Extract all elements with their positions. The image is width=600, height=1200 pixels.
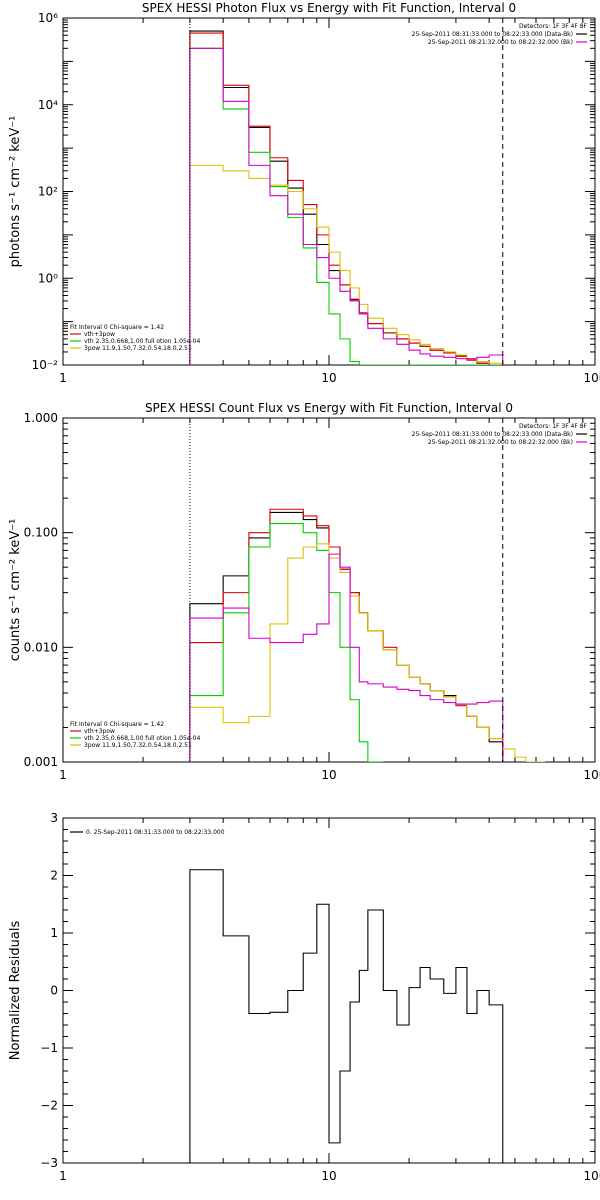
legend-top: 0. 25-Sep-2011 08:31:33.000 to 08:22:33.… <box>70 829 225 836</box>
series-group <box>189 869 504 1163</box>
y-tick-label: 2 <box>50 869 58 883</box>
y-axis-label: counts s⁻¹ cm⁻² keV⁻¹ <box>8 519 23 662</box>
chart-3: Normalized Residuals 1 10 100 −3 −2 −1 0 1 2 3 0. 2… <box>8 811 600 1183</box>
series-vth-3pow <box>189 32 503 365</box>
y-tick-label: −2 <box>40 1099 58 1113</box>
legend-entry: vth 2.35,0.668,1.00 full otion 1.05e-04 <box>84 338 200 345</box>
x-tick-label: 1 <box>59 1169 67 1183</box>
x-tick-label: 10 <box>321 371 336 385</box>
y-tick-label: 3 <box>50 811 58 825</box>
legend-entry: 25-Sep-2011 08:31:33.000 to 08:22:33.000… <box>412 31 573 38</box>
legend-bottom: Fit Interval 0 Chi-square = 1.42vth+3pow… <box>70 721 200 749</box>
y-tick-label: 0.001 <box>24 755 58 769</box>
chart-title: SPEX HESSI Photon Flux vs Energy with Fi… <box>142 1 516 15</box>
series-residuals <box>189 869 504 1163</box>
chart-2: SPEX HESSI Count Flux vs Energy with Fit… <box>8 401 600 782</box>
series-vth <box>189 523 384 762</box>
legend-header: Fit Interval 0 Chi-square = 1.42 <box>70 721 164 728</box>
y-tick-label: 0 <box>50 984 58 998</box>
y-tick-label: 10² <box>38 185 58 199</box>
y-tick-label: 10⁻² <box>32 358 59 372</box>
x-tick-label: 1 <box>59 768 67 782</box>
series-data-bk <box>189 511 504 762</box>
series-3pow <box>189 164 504 365</box>
legend-entry: 3pow 11.9,1.50,7.32,0.54,18.0,2.51 <box>84 345 192 352</box>
x-tick-label: 100 <box>584 371 600 385</box>
chart-title: SPEX HESSI Count Flux vs Energy with Fit… <box>145 401 513 415</box>
legend-entry: vth+3pow <box>84 728 115 735</box>
series-3pow <box>189 543 546 762</box>
chart-1: SPEX HESSI Photon Flux vs Energy with Fi… <box>8 1 600 385</box>
x-tick-label: 100 <box>584 1169 600 1183</box>
y-tick-label: −3 <box>40 1156 58 1170</box>
legend-bottom: Fit Interval 0 Chi-square = 1.42vth+3pow… <box>70 324 200 352</box>
x-tick-label: 1 <box>59 371 67 385</box>
legend-entry: 25-Sep-2011 08:21:32.000 to 08:22:32.000… <box>428 439 573 446</box>
legend-entry: 3pow 11.9,1.50,7.32,0.54,18.0,2.51 <box>84 742 192 749</box>
y-tick-label: 0.010 <box>24 640 58 654</box>
series-vth <box>189 47 503 365</box>
legend-header: Detectors: 1F 3F 4F 8F <box>519 23 588 30</box>
x-tick-label: 10 <box>321 1169 336 1183</box>
legend-header: Detectors: 1F 3F 4F 8F <box>519 423 588 430</box>
legend-entry: 0. 25-Sep-2011 08:31:33.000 to 08:22:33.… <box>86 829 225 836</box>
series-vth-3pow <box>189 508 504 762</box>
series-bk <box>189 47 504 365</box>
y-tick-label: 10⁴ <box>38 98 58 112</box>
series-bk <box>189 553 504 762</box>
series-group <box>189 508 546 762</box>
y-tick-label: 1.000 <box>24 411 58 425</box>
legend-entry: 25-Sep-2011 08:31:33.000 to 08:22:33.000… <box>412 431 573 438</box>
x-tick-label: 10 <box>321 768 336 782</box>
legend-header: Fit Interval 0 Chi-square = 1.42 <box>70 324 164 331</box>
y-axis-label: Normalized Residuals <box>8 921 23 1061</box>
y-axis-label: photons s⁻¹ cm⁻² keV⁻¹ <box>8 116 23 268</box>
legend-entry: vth+3pow <box>84 331 115 338</box>
legend-entry: 25-Sep-2011 08:21:32.000 to 08:22:32.000… <box>428 39 573 46</box>
y-tick-label: 1 <box>50 926 58 940</box>
y-tick-label: 0.100 <box>24 526 58 540</box>
legend-entry: vth 2.35,0.668,1.00 full otion 1.05e-04 <box>84 735 200 742</box>
y-tick-label: 10⁶ <box>38 11 58 25</box>
series-group <box>189 30 504 365</box>
series-data-bk <box>189 30 503 365</box>
x-tick-label: 100 <box>584 768 600 782</box>
y-tick-label: 10⁰ <box>38 271 58 285</box>
y-tick-label: −1 <box>40 1041 58 1055</box>
